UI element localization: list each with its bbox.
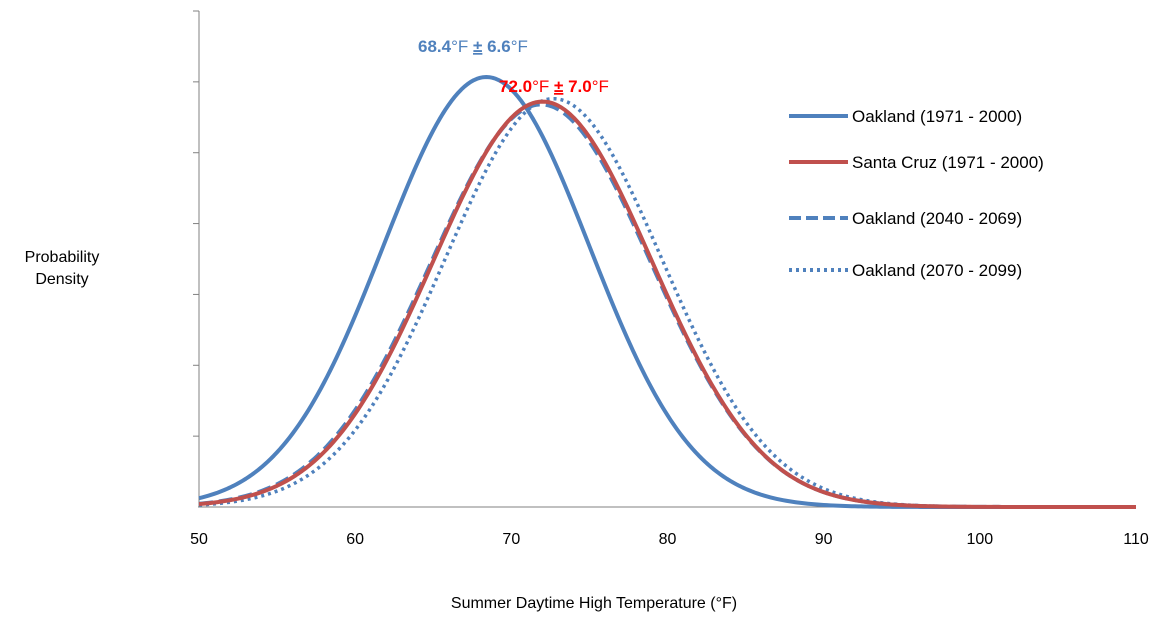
x-tick-label: 80: [659, 531, 677, 548]
legend-label: Oakland (1971 - 2000): [852, 107, 1022, 126]
axes: 50 60 70 80 90 100 110: [190, 10, 1149, 548]
x-axis-label: Summer Daytime High Temperature (°F): [451, 595, 737, 612]
x-tick-label: 60: [346, 531, 364, 548]
mean-sd-annotation: 72.0°F ± 7.0°F: [499, 77, 609, 96]
x-tick-label: 70: [502, 531, 520, 548]
x-tick-label: 50: [190, 531, 208, 548]
annotations: 68.4°F ± 6.6°F 72.0°F ± 7.0°F: [418, 37, 609, 96]
series-line-1: [198, 99, 1136, 509]
curves: [198, 75, 1136, 509]
legend: Oakland (1971 - 2000) Santa Cruz (1971 - …: [789, 107, 1044, 280]
x-tick-label: 110: [1123, 531, 1149, 548]
legend-label: Santa Cruz (1971 - 2000): [852, 153, 1044, 172]
x-tick-label: 100: [966, 531, 993, 548]
legend-label: Oakland (2070 - 2099): [852, 261, 1022, 280]
x-tick-label: 90: [815, 531, 833, 548]
axis-labels: Probability Density Summer Daytime High Te…: [25, 249, 737, 612]
y-axis-label: Probability Density: [25, 249, 100, 288]
mean-sd-annotation: 68.4°F ± 6.6°F: [418, 37, 528, 56]
legend-label: Oakland (2040 - 2069): [852, 209, 1022, 228]
